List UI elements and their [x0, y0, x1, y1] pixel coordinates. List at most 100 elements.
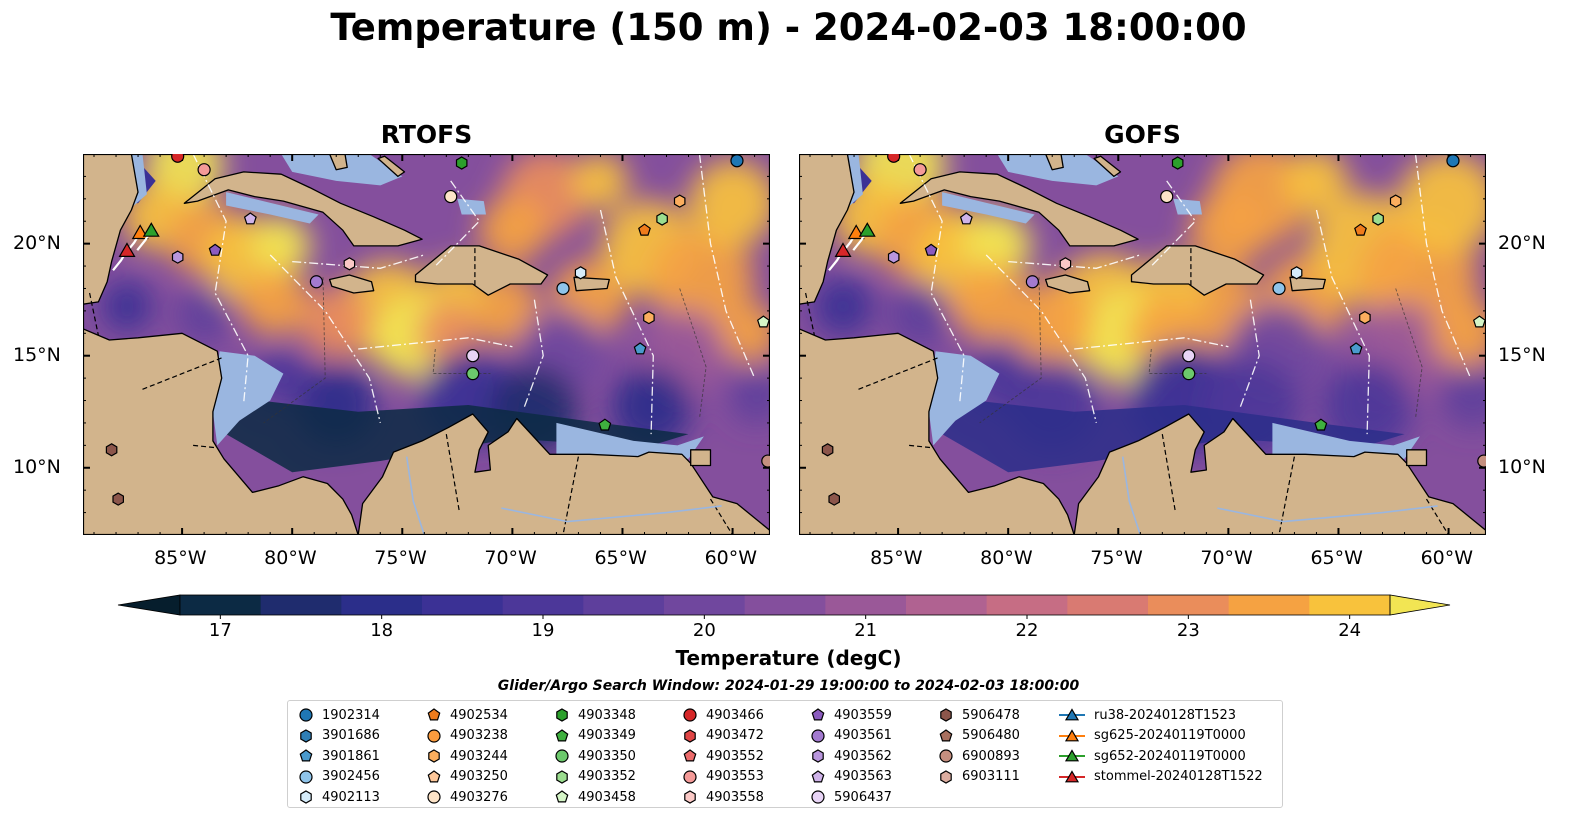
colorbar-tick-label: 19	[531, 620, 555, 641]
argo-float-9	[1171, 156, 1184, 170]
colorbar-segment	[1228, 595, 1310, 615]
legend-entry: stommel-20240128T1522	[1058, 767, 1263, 787]
argo-float-10	[1182, 349, 1196, 363]
legend-marker-icon	[939, 749, 953, 763]
legend-marker-icon	[556, 708, 568, 722]
argo-float-5	[673, 194, 686, 208]
legend-entry: 6903111	[938, 767, 1020, 787]
argo-float-6	[1372, 212, 1384, 226]
legend-entry: 4902113	[298, 787, 380, 807]
legend-marker-icon	[940, 769, 952, 784]
colorbar-segment	[502, 595, 584, 615]
colorbar-tick-label: 18	[370, 620, 394, 641]
legend-label: 4903349	[578, 728, 636, 743]
argo-float-11	[1182, 367, 1196, 381]
panel-title-rtofs: RTOFS	[380, 120, 473, 149]
colorbar-label: Temperature (degC)	[675, 646, 902, 670]
lat-tick-label: 20°N	[13, 231, 61, 254]
colorbar-extend-low	[117, 594, 181, 616]
legend-marker-icon	[811, 708, 825, 721]
argo-float-23	[112, 492, 125, 506]
figure-title: Temperature (150 m) - 2024-02-03 18:00:0…	[330, 6, 1247, 49]
argo-float-7	[1359, 310, 1371, 325]
colorbar-tick-label: 20	[692, 620, 716, 641]
colorbar-segment	[422, 595, 504, 615]
lat-tick-label: 10°N	[13, 455, 61, 478]
legend-entry: 3902456	[298, 767, 380, 787]
colorbar-tick-label: 22	[1015, 620, 1039, 641]
legend-label: 5906437	[834, 789, 892, 805]
legend-label: ru38-20240128T1523	[1094, 707, 1237, 723]
legend-marker-icon	[811, 769, 825, 782]
argo-float-5	[1389, 194, 1402, 208]
legend-entry: 4903250	[426, 767, 508, 787]
legend-marker-icon	[683, 749, 697, 762]
colorbar-tick-label: 24	[1338, 620, 1362, 641]
legend-entry: 4903558	[682, 787, 764, 807]
legend-entry: sg625-20240119T0000	[1058, 726, 1246, 746]
legend-label: 4903350	[578, 748, 636, 764]
argo-float-9	[455, 156, 468, 170]
legend-entry: 1902314	[298, 705, 380, 725]
legend-label: 4902113	[322, 789, 380, 805]
legend-entry: 4903559	[810, 705, 892, 725]
legend-entry: 4903458	[554, 787, 636, 807]
legend-marker-icon	[1059, 769, 1085, 782]
colorbar-segment	[341, 595, 423, 615]
lon-tick-label: 65°W	[594, 547, 647, 569]
legend-marker-icon	[812, 749, 824, 763]
legend-entry: 4902534	[426, 705, 508, 725]
legend-label: 3901861	[322, 748, 380, 764]
legend-label: 1902314	[322, 707, 380, 723]
argo-float-1	[556, 281, 570, 296]
legend-marker-icon	[427, 790, 441, 804]
legend-entry: 4903552	[682, 746, 764, 766]
argo-float-20	[913, 163, 927, 177]
legend-marker-icon	[300, 790, 312, 804]
glider-marker-1	[142, 222, 160, 237]
lon-tick-label: 60°W	[704, 547, 758, 569]
argo-float-8	[1160, 189, 1174, 204]
legend-label: 4902534	[450, 707, 508, 723]
legend-entry: 4903563	[810, 767, 892, 787]
colorbar-segment	[180, 595, 262, 615]
argo-float-13	[1472, 315, 1486, 328]
colorbar-segment	[664, 595, 746, 615]
argo-float-14	[1477, 454, 1486, 468]
colorbar-segment	[1309, 595, 1391, 615]
argo-float-10	[466, 349, 480, 363]
argo-float-17	[243, 212, 257, 225]
argo-float-19	[171, 250, 184, 264]
argo-float-14	[761, 454, 770, 468]
legend-marker-icon	[811, 728, 825, 743]
colorbar-segment	[986, 595, 1068, 615]
legend-label: 5906478	[962, 707, 1020, 723]
argo-float-3	[1349, 342, 1363, 355]
argo-float-15	[309, 275, 324, 289]
legend-entry: 4903348	[554, 705, 636, 725]
argo-float-12	[598, 418, 612, 431]
lon-tick-label: 60°W	[1420, 547, 1474, 569]
legend-label: 4903458	[578, 789, 636, 805]
argo-float-2	[574, 266, 587, 280]
legend-marker-icon	[1059, 749, 1085, 762]
legend-marker-icon	[299, 708, 313, 722]
lat-tick-label: 15°N	[13, 343, 61, 366]
argo-float-12	[1314, 418, 1328, 431]
argo-float-4	[638, 223, 651, 236]
argo-float-20	[197, 163, 211, 177]
legend-entry: 6900893	[938, 746, 1020, 766]
legend-marker-icon	[556, 769, 568, 784]
legend-entry: 4903244	[426, 746, 508, 766]
lon-tick-label: 75°W	[1090, 547, 1143, 569]
legend-label: 3902456	[322, 769, 380, 784]
argo-float-22	[105, 443, 118, 457]
colorbar-tick-label: 17	[208, 620, 232, 641]
lon-tick-label: 80°W	[980, 547, 1033, 569]
legend-marker-icon	[555, 728, 569, 741]
glider-tracks	[112, 222, 160, 272]
argo-float-19	[887, 250, 900, 264]
legend-label: 6903111	[962, 769, 1020, 784]
colorbar-segment	[906, 595, 988, 615]
legend-marker-icon	[300, 728, 312, 743]
